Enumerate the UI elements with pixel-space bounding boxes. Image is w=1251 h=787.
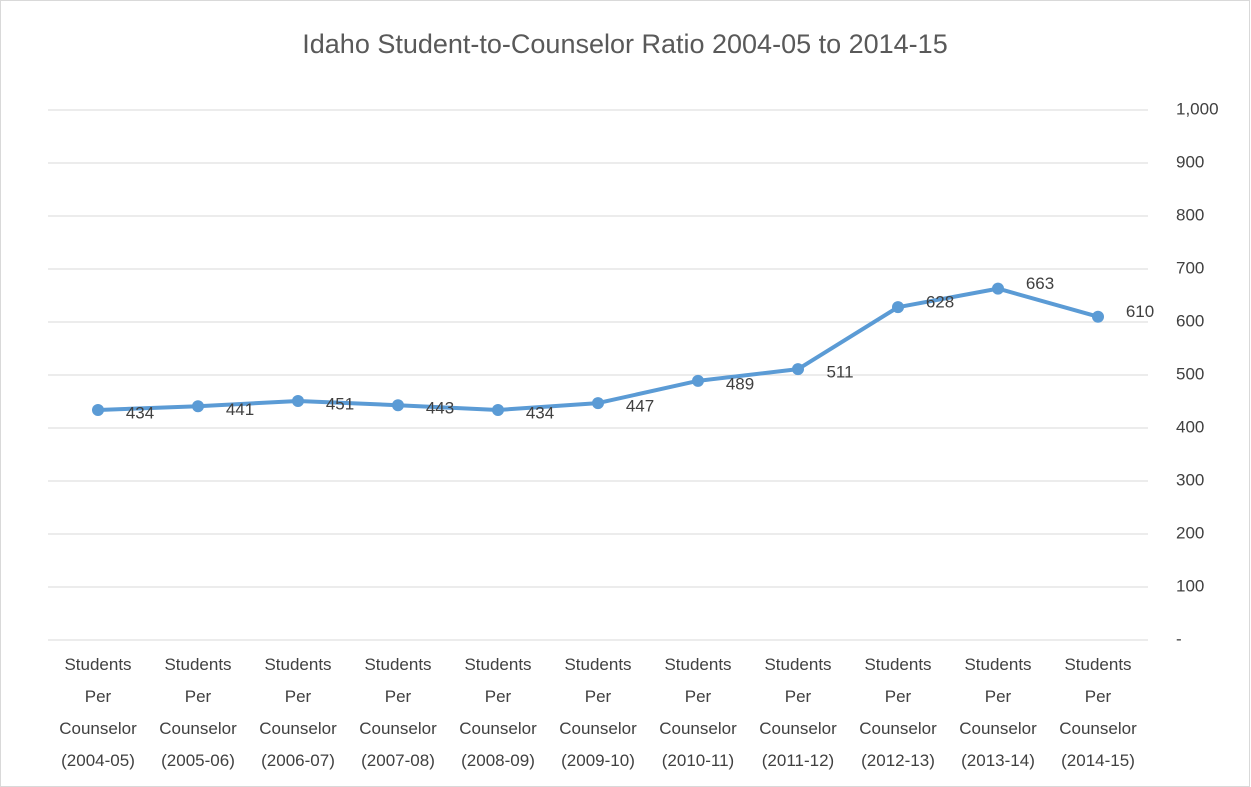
marker (892, 301, 904, 314)
marker (392, 399, 404, 412)
y-tick-label: 400 (1176, 417, 1204, 436)
x-tick-label: Students Per Counselor (2014-15) (1059, 655, 1137, 770)
x-tick-label: Students Per Counselor (2006-07) (259, 655, 337, 770)
x-tick-label: Students Per Counselor (2009-10) (559, 655, 637, 770)
y-tick-label: 300 (1176, 470, 1204, 489)
y-tick-label: 200 (1176, 523, 1204, 542)
data-label: 628 (926, 293, 954, 312)
x-tick-label: Students Per Counselor (2013-14) (959, 655, 1037, 770)
y-tick-label: 1,000 (1176, 99, 1219, 118)
y-tick-label: 900 (1176, 152, 1204, 171)
data-label: 434 (526, 403, 554, 422)
marker (1092, 310, 1104, 323)
x-tick-label: Students Per Counselor (2007-08) (359, 655, 437, 770)
x-tick-label: Students Per Counselor (2011-12) (759, 655, 837, 770)
data-label: 434 (126, 403, 154, 422)
marker (492, 403, 504, 416)
x-tick-label: Students Per Counselor (2010-11) (659, 655, 737, 770)
marker (92, 403, 104, 416)
data-label: 489 (726, 374, 754, 393)
data-label: 447 (626, 397, 654, 416)
y-tick-label: 700 (1176, 258, 1204, 277)
y-tick-label: 100 (1176, 576, 1204, 595)
y-tick-label: 800 (1176, 205, 1204, 224)
marker (692, 374, 704, 387)
marker (192, 400, 204, 413)
y-tick-label: 600 (1176, 311, 1204, 330)
marker (792, 363, 804, 376)
data-label: 511 (826, 363, 853, 382)
x-tick-label: Students Per Counselor (2012-13) (859, 655, 937, 770)
x-tick-label: Students Per Counselor (2005-06) (159, 655, 237, 770)
data-label: 663 (1026, 274, 1054, 293)
data-label: 451 (326, 394, 354, 413)
y-tick-label: 500 (1176, 364, 1204, 383)
data-label: 443 (426, 399, 454, 418)
x-tick-label: Students Per Counselor (2008-09) (459, 655, 537, 770)
chart-title: Idaho Student-to-Counselor Ratio 2004-05… (302, 29, 947, 59)
data-label: 610 (1126, 302, 1154, 321)
marker (292, 394, 304, 407)
marker (592, 397, 604, 410)
y-tick-label: - (1176, 629, 1182, 648)
marker (992, 282, 1004, 295)
data-label: 441 (226, 400, 254, 419)
x-tick-label: Students Per Counselor (2004-05) (59, 655, 137, 770)
